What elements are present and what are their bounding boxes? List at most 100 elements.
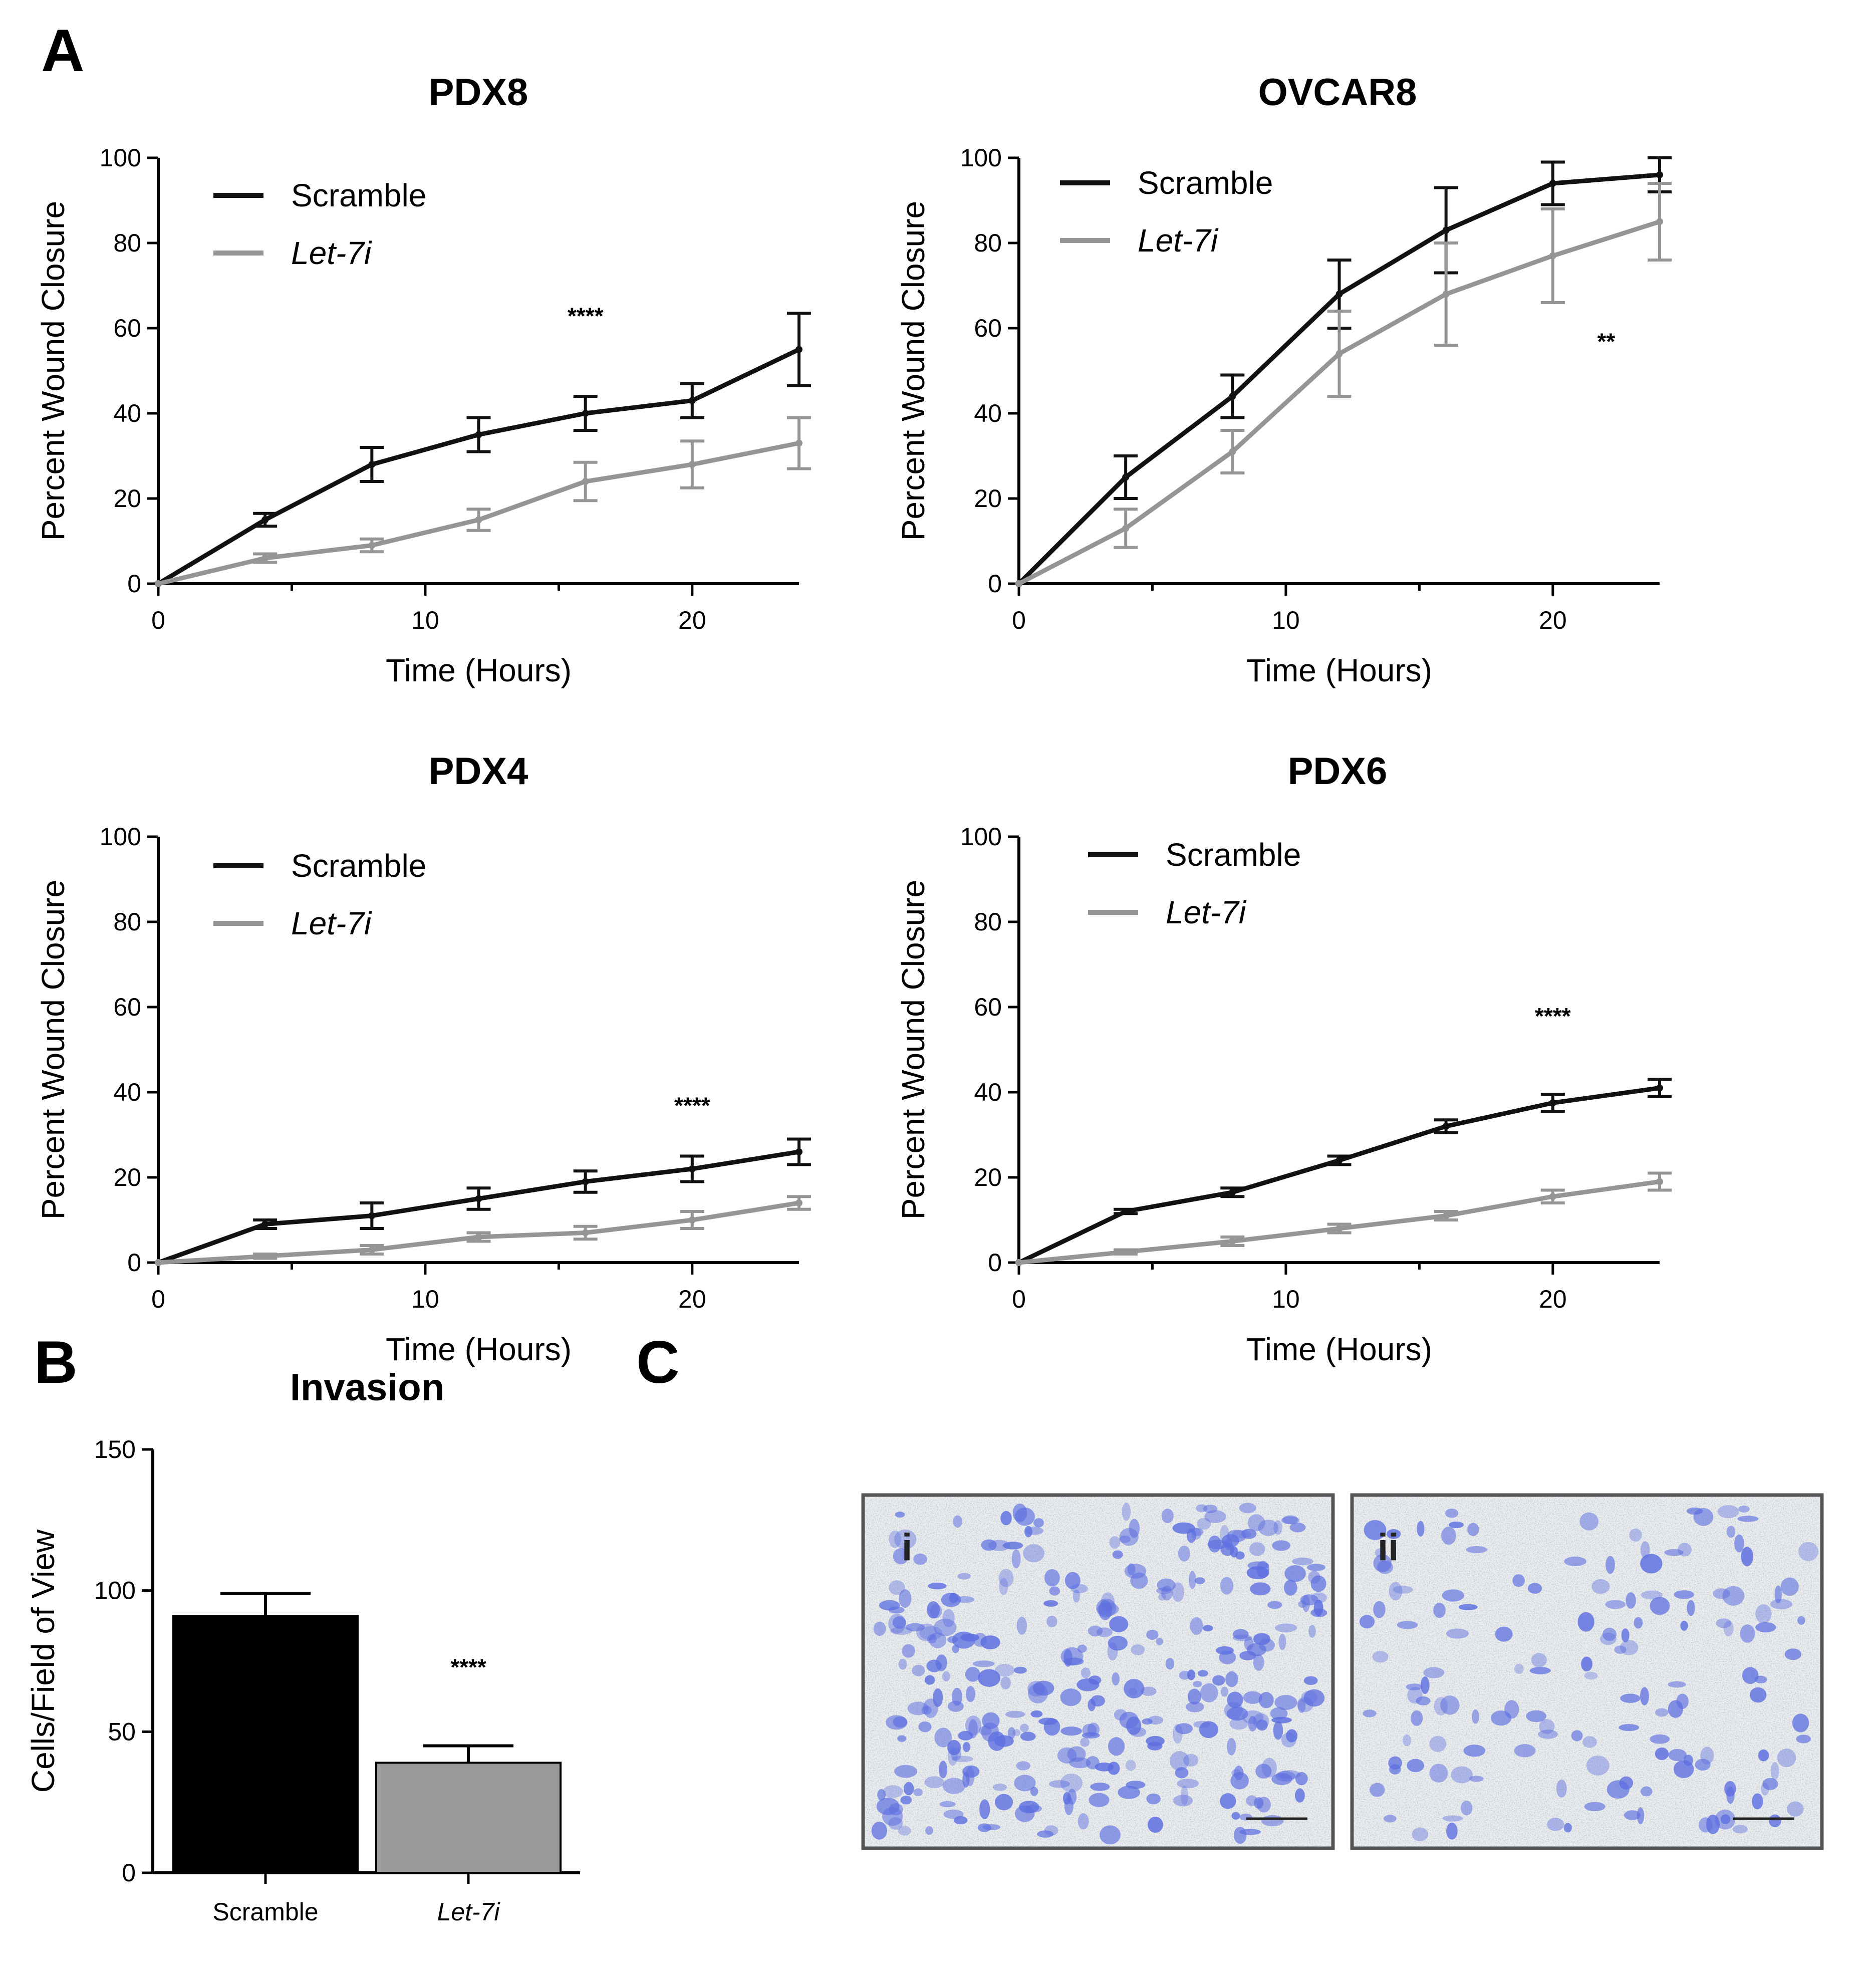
panel-label-a: A — [41, 17, 85, 84]
stained-cell — [1108, 1737, 1125, 1756]
stained-cell — [1220, 1793, 1236, 1809]
stained-cell — [905, 1623, 925, 1632]
x-tick-label: 20 — [678, 1285, 706, 1313]
stained-cell — [933, 1618, 957, 1636]
stained-cell — [1011, 1549, 1021, 1569]
y-tick-label: 0 — [127, 1249, 141, 1277]
data-point — [1015, 580, 1022, 587]
stained-cell — [1375, 1548, 1387, 1558]
stained-cell — [1655, 1708, 1669, 1717]
stained-cell — [1388, 1756, 1402, 1770]
stained-cell — [980, 1635, 1000, 1650]
stained-cell — [898, 1658, 907, 1670]
stained-cell — [1466, 1546, 1487, 1554]
chart-ovcar8: OVCAR8 0 20 40 60 80 100 0 10 20 Time (Hours) Perce… — [895, 71, 1672, 688]
stained-cell — [1172, 1582, 1185, 1602]
stained-cell — [1637, 1807, 1645, 1824]
x-axis-label: Time (Hours) — [386, 652, 572, 688]
stained-cell — [1377, 1560, 1394, 1574]
error-bar — [466, 1231, 491, 1243]
stained-cell — [1619, 1724, 1640, 1732]
stained-cell — [1722, 1586, 1745, 1606]
legend: Scramble Let-7i — [213, 848, 426, 941]
stained-cell — [1172, 1723, 1183, 1744]
stained-cell — [1101, 1592, 1115, 1613]
stained-cell — [999, 1578, 1008, 1595]
stained-cell — [1277, 1770, 1301, 1779]
stained-cell — [1107, 1642, 1118, 1661]
stained-cell — [1668, 1681, 1686, 1688]
y-tick-label: 100 — [960, 823, 1002, 851]
stained-cell — [1005, 1710, 1025, 1718]
stained-cell — [1602, 1627, 1617, 1641]
stained-cells — [871, 1503, 1327, 1845]
y-axis-label: Percent Wound Closure — [35, 201, 71, 541]
stained-cell — [995, 1664, 1015, 1677]
significance-annotation: **** — [568, 303, 604, 329]
stained-cell — [977, 1669, 1001, 1687]
panel-label-c: C — [636, 1329, 680, 1396]
stained-cell — [888, 1606, 905, 1614]
stained-cell — [1796, 1735, 1811, 1744]
stained-cell — [1472, 1709, 1479, 1724]
stained-cell — [1278, 1634, 1286, 1650]
stained-cell — [958, 1731, 973, 1741]
stained-cell — [1183, 1754, 1199, 1767]
stained-cell — [972, 1660, 995, 1667]
stained-cell — [1212, 1675, 1225, 1686]
stained-cell — [1060, 1773, 1083, 1793]
stained-cell — [916, 1623, 937, 1641]
chart-title: OVCAR8 — [1258, 71, 1417, 114]
stained-cell — [1737, 1516, 1759, 1522]
stained-cell — [1231, 1812, 1240, 1820]
stained-cell — [1016, 1761, 1030, 1771]
error-bar — [423, 1744, 513, 1763]
stained-cell — [1202, 1625, 1213, 1632]
bar-let-7i — [375, 1762, 562, 1874]
stained-cell — [895, 1511, 905, 1518]
stained-cell — [1165, 1658, 1175, 1670]
stained-cell — [1723, 1621, 1734, 1637]
chart-title: PDX8 — [429, 71, 528, 114]
stained-cell — [1284, 1565, 1306, 1582]
stained-cell — [1686, 1507, 1703, 1515]
stained-cell — [1089, 1793, 1110, 1807]
micrograph-i: i — [861, 1493, 1335, 1850]
error-bar — [1220, 373, 1245, 419]
stained-cell — [1407, 1686, 1423, 1704]
x-tick-label: 10 — [411, 1285, 439, 1313]
stained-cell — [1373, 1601, 1386, 1618]
y-tick-label: 100 — [94, 1577, 136, 1605]
stained-cell — [871, 1821, 887, 1840]
y-tick-label: 80 — [974, 908, 1002, 936]
stained-cell — [913, 1788, 923, 1796]
stained-cell — [1158, 1593, 1166, 1601]
stained-cell — [1081, 1667, 1091, 1678]
error-bar — [787, 312, 811, 387]
stained-cell — [893, 1548, 909, 1565]
legend-label: Scramble — [1166, 837, 1301, 873]
x-tick-label: Scramble — [212, 1898, 318, 1926]
stained-cell — [1458, 1604, 1478, 1610]
stained-cell — [1308, 1625, 1316, 1638]
stained-cell — [1126, 1716, 1142, 1735]
stained-cell — [1640, 1541, 1650, 1559]
stained-cell — [1129, 1519, 1140, 1538]
x-axis-label: Time (Hours) — [1246, 1331, 1432, 1367]
x-tick-label: 10 — [1272, 606, 1300, 634]
stained-cell — [1582, 1736, 1597, 1748]
stained-cell — [889, 1530, 901, 1548]
x-tick-label: 0 — [151, 1285, 165, 1313]
stained-cell — [1015, 1805, 1035, 1822]
micrograph-ii: ii — [1350, 1493, 1824, 1850]
stained-cell — [1393, 1586, 1413, 1594]
error-bar — [1648, 182, 1672, 262]
stained-cell — [1244, 1637, 1254, 1650]
stained-cell — [1044, 1569, 1060, 1587]
y-tick-label: 40 — [974, 399, 1002, 427]
stained-cell — [939, 1801, 956, 1808]
error-bar — [1540, 1093, 1565, 1113]
stained-cell — [1289, 1523, 1306, 1533]
stained-cell — [1308, 1571, 1320, 1584]
stained-cell — [1267, 1601, 1282, 1609]
